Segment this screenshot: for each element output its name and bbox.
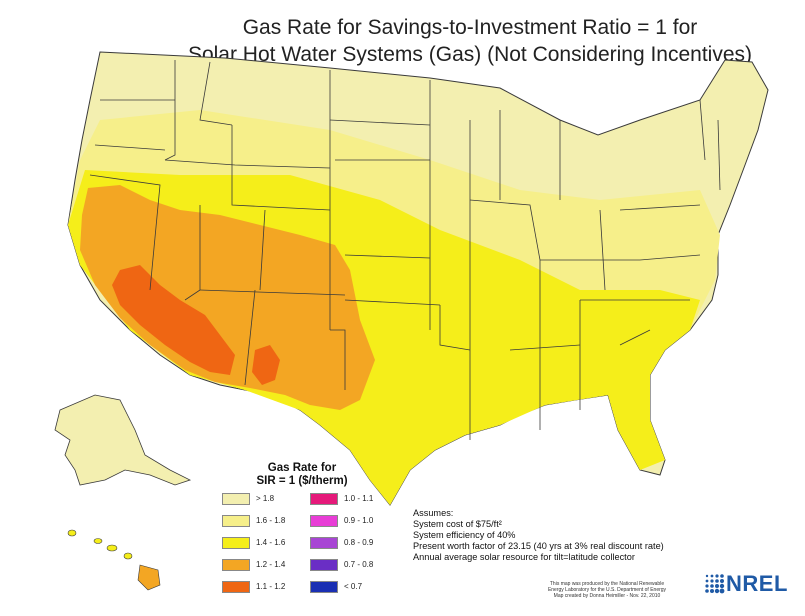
assumption-line: System efficiency of 40% [413,530,516,540]
legend-item: < 0.7 [310,580,363,593]
assumption-line: Annual average solar resource for tilt=l… [413,552,635,562]
legend-item: > 1.8 [222,492,275,505]
legend-swatch [310,580,338,593]
legend-label: 0.9 - 1.0 [344,516,374,525]
legend-swatch [222,536,250,549]
legend-swatch [222,558,250,571]
region-1.1-1.2 [112,265,235,375]
map-credit: This map was produced by the National Re… [527,581,687,599]
legend-item: 1.4 - 1.6 [222,536,286,549]
legend-label: 1.6 - 1.8 [256,516,286,525]
legend-label: 0.7 - 0.8 [344,560,374,569]
legend-swatch [310,492,338,505]
hawaii [67,529,161,591]
legend-item: 0.8 - 0.9 [310,536,374,549]
legend-label: 1.0 - 1.1 [344,494,374,503]
legend-item: 0.9 - 1.0 [310,514,374,527]
legend-title-line-1: Gas Rate for [267,462,337,474]
legend-item: 1.2 - 1.4 [222,558,286,571]
state-borders [89,60,721,440]
nrel-dots-icon [705,574,725,594]
credit-line: Energy Laboratory for the U.S. Departmen… [547,587,667,593]
legend-swatch [310,536,338,549]
credit-line: Map created by Donna Heimiller - Nov. 22… [553,593,661,599]
nrel-wordmark: NREL [726,571,788,596]
legend-swatch [310,558,338,571]
legend-label: 0.8 - 0.9 [344,538,374,547]
credit-line: This map was produced by the National Re… [549,581,665,587]
title-line-1: Gas Rate for Savings-to-Investment Ratio… [242,16,698,39]
legend-label: 1.4 - 1.6 [256,538,286,547]
assumption-line: Present worth factor of 23.15 (40 yrs at… [413,541,664,551]
assumptions-box: Assumes: System cost of $75/ft² System e… [413,508,664,563]
region-1.2-1.4 [80,185,375,410]
alaska [54,394,192,486]
map-title: Gas Rate for Savings-to-Investment Ratio… [150,14,790,68]
region-1.1-1.2-nm [252,345,280,385]
legend-swatch [222,580,250,593]
legend-item: 1.6 - 1.8 [222,514,286,527]
assumption-line: System cost of $75/ft² [413,519,502,529]
legend-item: 1.1 - 1.2 [222,580,286,593]
title-line-2: Solar Hot Water Systems (Gas) (Not Consi… [187,43,753,66]
legend-label: < 0.7 [344,582,363,591]
legend-label: 1.2 - 1.4 [256,560,286,569]
legend-swatch [310,514,338,527]
legend-title-line-2: SIR = 1 ($/therm) [256,475,348,487]
nrel-logo: NREL [704,571,794,597]
legend-swatch [222,514,250,527]
legend-item: 0.7 - 0.8 [310,558,374,571]
legend-item: 1.0 - 1.1 [310,492,374,505]
legend-label: 1.1 - 1.2 [256,582,286,591]
assumptions-heading: Assumes: [413,508,454,518]
legend-swatch [222,492,250,505]
legend-title: Gas Rate for SIR = 1 ($/therm) [237,462,367,488]
legend-label: > 1.8 [256,494,275,503]
